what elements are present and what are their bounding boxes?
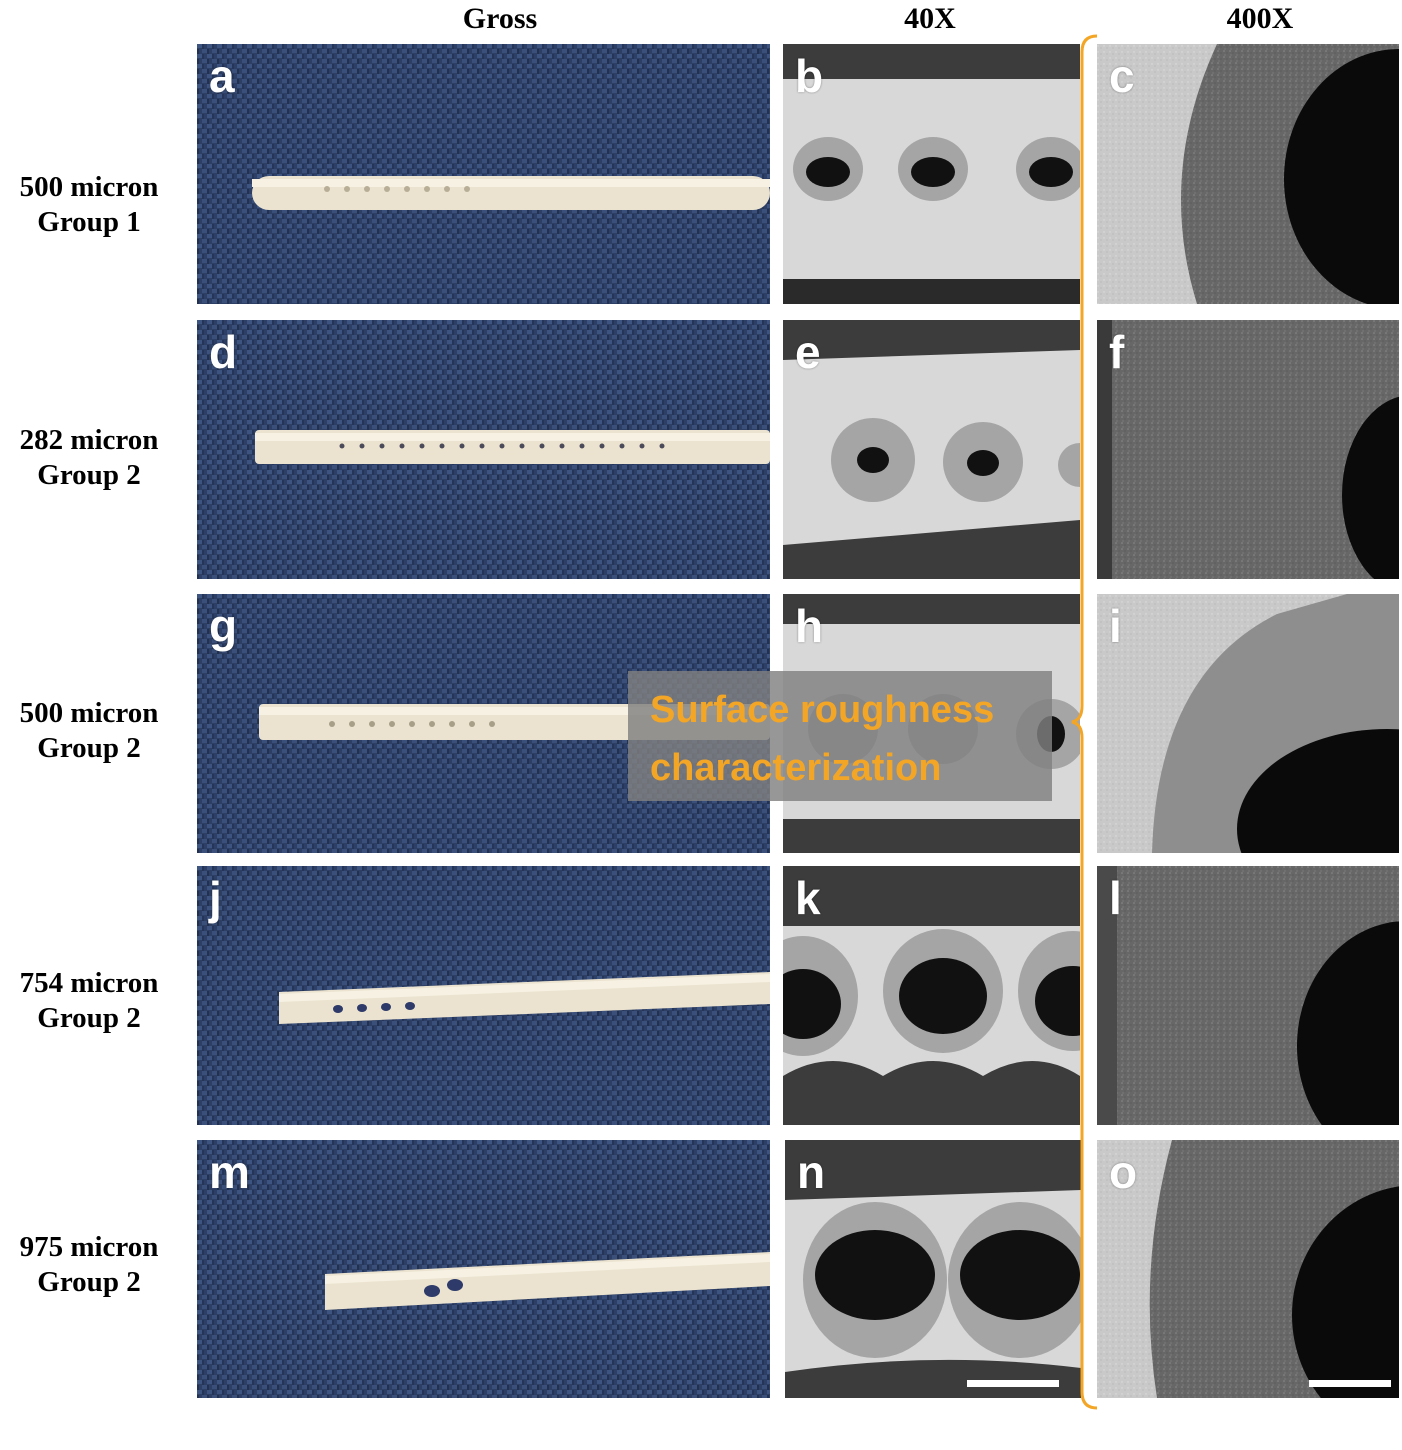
row-label-size: 500 micron [19,697,159,729]
row-label-size: 975 micron [19,1231,159,1263]
row-label-size: 500 micron [19,171,159,203]
callout-box: Surface roughness characterization [628,671,1052,801]
panel-40x-row1: b [783,44,1080,304]
panel-400x-row5: o [1097,1140,1399,1398]
panel-400x-row1: c [1097,44,1399,304]
panel-gross-row5: m [197,1140,770,1398]
row-label-4: 754 micron Group 2 [0,966,178,1036]
row-label-size: 282 micron [19,424,159,456]
row-label-group: Group 2 [37,1266,141,1298]
panel-label-d: d [209,326,238,378]
row-label-group: Group 2 [37,459,141,491]
panel-label-o: o [1109,1146,1138,1198]
panel-label-g: g [209,600,238,652]
panel-label-f: f [1109,326,1125,378]
scale-bar-40x [967,1380,1059,1387]
row-label-1: 500 micron Group 1 [0,170,178,240]
panel-400x-row3: i [1097,594,1399,853]
panel-40x-row5: n [785,1140,1081,1398]
panel-400x-row2: f [1097,320,1399,579]
panel-label-j: j [209,872,222,924]
panel-label-k: k [795,872,821,924]
panel-gross-row1: a [197,44,770,304]
row-label-group: Group 2 [37,732,141,764]
panel-label-c: c [1109,50,1135,102]
panel-gross-row2: d [197,320,770,579]
column-header-40x: 40X [904,2,956,35]
panel-40x-row4: k [783,866,1080,1125]
panel-400x-row4: l [1097,866,1399,1125]
scale-bar-400x [1309,1380,1391,1387]
panel-gross-row4: j [197,866,770,1125]
column-header-400x: 400X [1226,2,1294,35]
panel-label-e: e [795,326,821,378]
panel-label-b: b [795,50,824,102]
panel-label-l: l [1109,872,1122,924]
row-label-size: 754 micron [19,967,159,999]
panel-label-i: i [1109,600,1122,652]
column-header-gross: Gross [462,2,538,35]
row-label-group: Group 2 [37,1002,141,1034]
panel-label-m: m [209,1146,250,1198]
callout-text: Surface roughness characterization [650,689,995,789]
panel-label-a: a [209,50,235,102]
panel-40x-row2: e [783,320,1080,579]
row-label-2: 282 micron Group 2 [0,423,178,493]
row-label-5: 975 micron Group 2 [0,1230,178,1300]
panel-label-h: h [795,600,824,652]
panel-label-n: n [797,1146,826,1198]
row-label-group: Group 1 [37,206,141,238]
curly-bracket-annotation [1071,34,1098,1410]
row-label-3: 500 micron Group 2 [0,696,178,766]
